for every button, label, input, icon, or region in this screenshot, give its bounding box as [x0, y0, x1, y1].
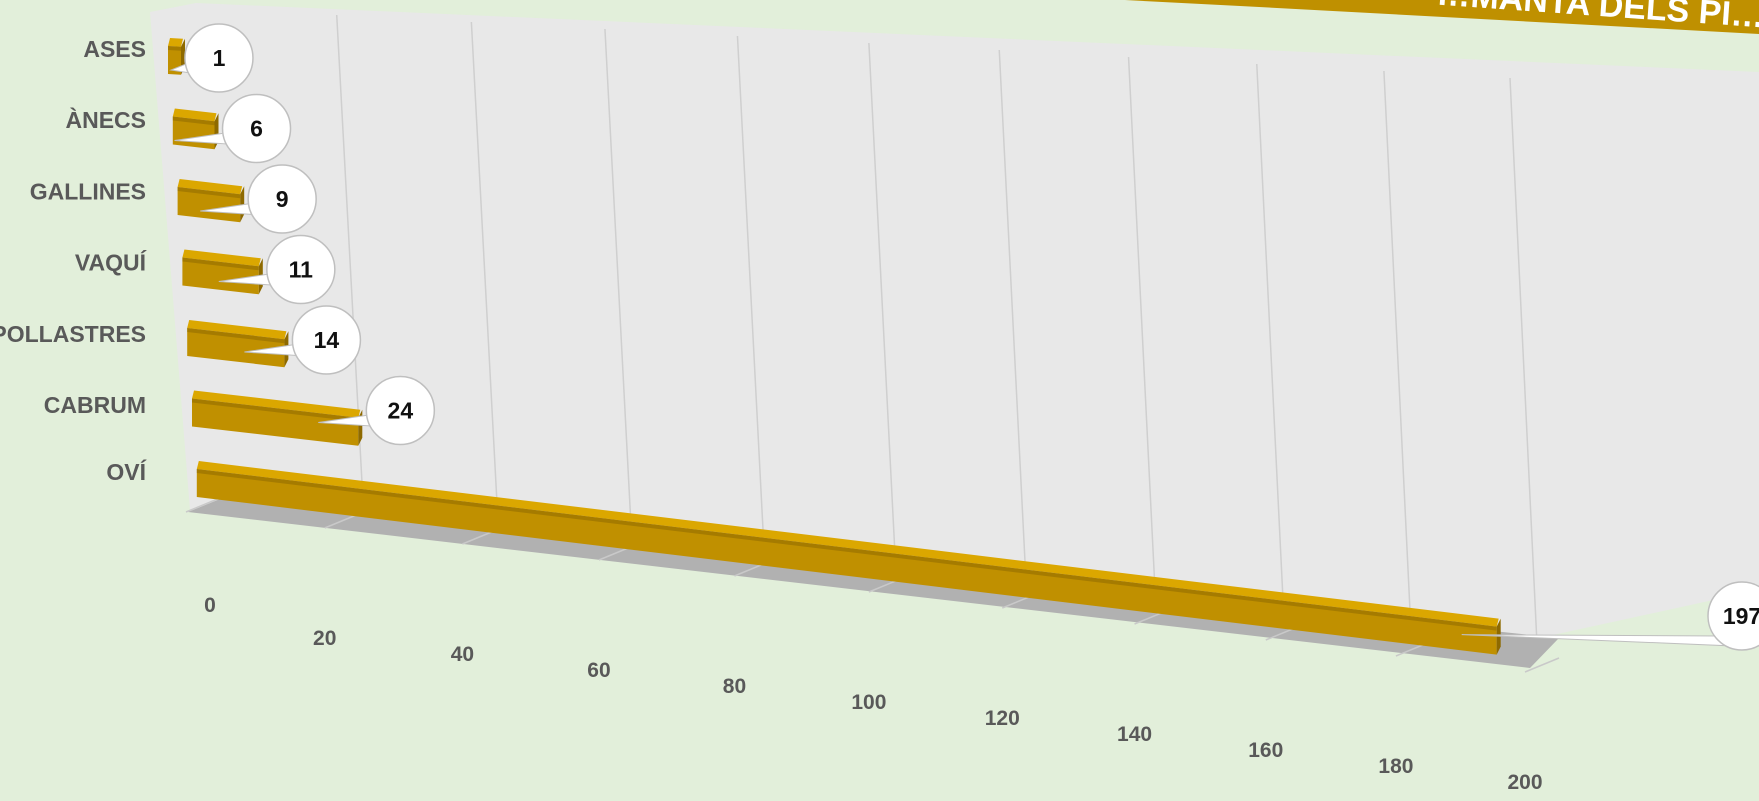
bar-shade: [192, 398, 359, 422]
data-label-callout: 14: [244, 305, 362, 375]
x-tick-label: 180: [1378, 755, 1413, 778]
category-label: VAQUÍ: [75, 249, 147, 276]
bar-top-face: [177, 179, 243, 195]
data-label: 14: [314, 327, 340, 353]
category-label: GALLINES: [30, 178, 146, 204]
data-label: 11: [289, 257, 314, 283]
callout-bubble: [221, 93, 292, 164]
callout-bubble: [291, 305, 362, 375]
x-tick-label: 100: [851, 691, 886, 714]
data-label-callout: 1: [169, 23, 254, 93]
gridline: [604, 28, 633, 544]
category-axis-labels: ASES ÀNECS GALLINES VAQUÍ POLLASTRES CABRUM OV…: [0, 36, 147, 485]
x-tick-label: 140: [1117, 723, 1152, 746]
floor-tick: [185, 497, 221, 513]
data-label-callout: 24: [318, 375, 436, 446]
gridlines: [335, 14, 1538, 645]
category-label: ÀNECS: [65, 106, 146, 133]
x-tick-label: 40: [451, 643, 474, 666]
bar-top-face: [196, 461, 1499, 627]
gridline: [1509, 77, 1538, 645]
x-tick-label: 80: [723, 675, 746, 698]
bar-top-face: [168, 38, 183, 47]
x-tick-label: 60: [587, 659, 610, 682]
bar: [196, 461, 1501, 655]
bar-front-face: [192, 398, 359, 446]
floor-tick: [324, 513, 360, 529]
bar-shade: [187, 328, 285, 344]
x-tick-label: 160: [1248, 739, 1283, 762]
gridline: [1127, 56, 1157, 601]
plot-floor: [188, 497, 1559, 668]
data-label-callout: 197: [1461, 581, 1759, 651]
bar-top-face: [192, 390, 361, 418]
x-tick-label: 200: [1507, 771, 1542, 794]
bar-top-face: [182, 249, 261, 267]
data-label-callout: 6: [174, 93, 292, 164]
data-label-callouts: 1 6 9 11 14 24 197: [169, 23, 1759, 651]
bar-top-face: [187, 320, 287, 340]
bar-shade: [177, 187, 241, 199]
title-banner-shape: [1125, 0, 1759, 34]
x-tick-label: 0: [204, 594, 216, 617]
bar-shade: [196, 469, 1497, 631]
bar-shade: [182, 257, 259, 271]
data-label: 1: [213, 45, 226, 71]
callout-bubble: [184, 23, 254, 93]
category-label: ASES: [83, 36, 146, 62]
category-label: CABRUM: [44, 392, 146, 418]
data-label: 197: [1723, 603, 1759, 629]
gridline: [998, 49, 1028, 587]
plot-area-wall: [150, 3, 1759, 640]
gridline: [868, 42, 897, 573]
category-label: OVÍ: [106, 458, 146, 485]
data-label-callout: 9: [200, 164, 317, 234]
callout-bubble: [365, 375, 436, 446]
bar: [192, 390, 363, 446]
bar-shade: [168, 46, 181, 51]
data-label: 9: [276, 186, 289, 212]
bar: [177, 179, 245, 223]
bar-shade: [172, 116, 215, 126]
gridline: [1383, 70, 1412, 630]
data-label-callout: 11: [218, 234, 336, 305]
bar-front-face: [196, 469, 1497, 655]
category-label: POLLASTRES: [0, 321, 146, 347]
gridline: [1256, 63, 1285, 616]
value-axis-tick-labels: 0 20 40 60 80 100 120 140 160 180 200: [204, 594, 1542, 794]
chart-title-banner: …MANTA DELS PI…: [1125, 0, 1759, 35]
callout-bubble: [266, 234, 336, 305]
data-label: 24: [388, 398, 414, 424]
bars: [168, 38, 1501, 655]
data-label: 6: [250, 116, 263, 142]
gridline: [736, 35, 766, 558]
callout-bubble: [1707, 581, 1759, 651]
x-tick-label: 20: [313, 627, 336, 650]
gridline: [470, 21, 500, 529]
bar: [187, 320, 289, 368]
bar: [182, 249, 263, 295]
callout-bubble: [247, 164, 317, 234]
bar-top-face: [172, 108, 217, 122]
x-tick-label: 120: [985, 707, 1020, 730]
floor-tick: [1524, 657, 1560, 673]
